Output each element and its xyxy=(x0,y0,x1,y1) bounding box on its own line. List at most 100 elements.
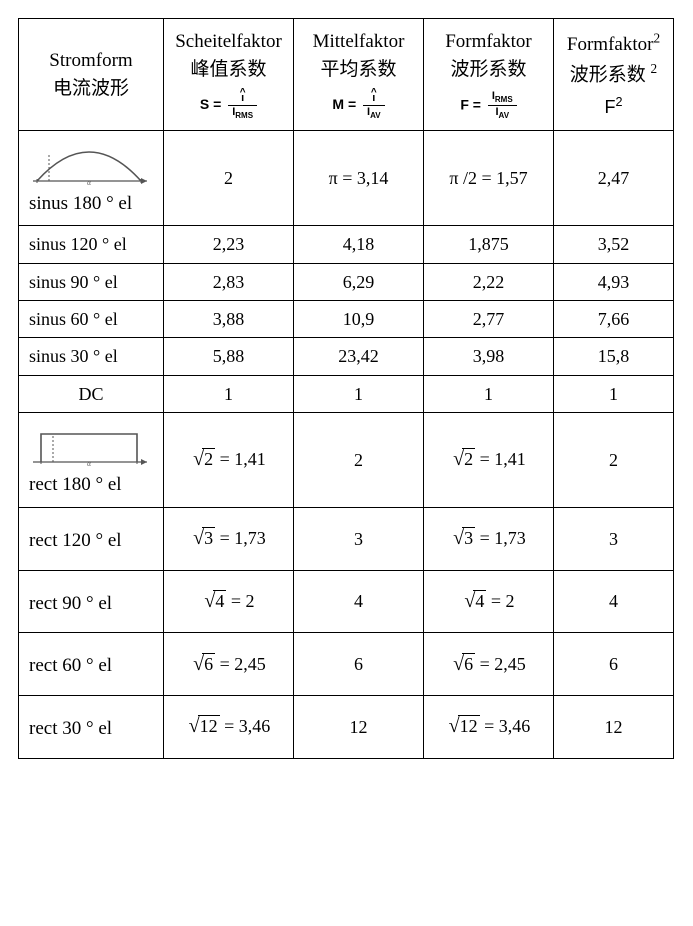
formula-lhs: M = xyxy=(332,96,356,112)
form-factor-sq-cell: 15,8 xyxy=(554,338,674,375)
svg-text:α: α xyxy=(87,179,91,187)
mean-factor-cell: 10,9 xyxy=(294,301,424,338)
mean-factor-cell: π = 3,14 xyxy=(294,131,424,226)
formula-m: M = ı IAV xyxy=(298,90,419,120)
waveform-cell: rect 30 ° el xyxy=(19,695,164,758)
form-factor-sq-cell: 6 xyxy=(554,633,674,696)
formula-den: IAV xyxy=(488,106,517,120)
mean-factor-cell: 4,18 xyxy=(294,226,424,263)
waveform-factors-table: Stromform 电流波形 Scheitelfaktor 峰值系数 S = ı… xyxy=(18,18,674,759)
header-cn: 波形系数 2 xyxy=(558,60,669,88)
form-factor-cell: 1,875 xyxy=(424,226,554,263)
formula-lhs: S = xyxy=(200,96,221,112)
table-row: rect 30 ° el12 = 3,461212 = 3,4612 xyxy=(19,695,674,758)
waveform-label: rect 60 ° el xyxy=(29,653,159,679)
header-scheitelfaktor: Scheitelfaktor 峰值系数 S = ı IRMS xyxy=(164,19,294,131)
form-factor-sq-cell: 2 xyxy=(554,412,674,507)
form-factor-sq-cell: 4 xyxy=(554,570,674,633)
sqrt-expr: 6 xyxy=(451,651,475,678)
form-factor-cell: 2 = 1,41 xyxy=(424,412,554,507)
waveform-cell: α rect 180 ° el xyxy=(19,412,164,507)
sqrt-expr: 6 xyxy=(191,651,215,678)
header-de: Mittelfaktor xyxy=(313,31,405,52)
formula-num: ı xyxy=(363,90,385,106)
form-factor-sq-cell: 4,93 xyxy=(554,263,674,300)
crest-factor-cell: 5,88 xyxy=(164,338,294,375)
formula-s: S = ı IRMS xyxy=(168,90,289,120)
formula-num: IRMS xyxy=(488,91,517,106)
table-row: α rect 180 ° el2 = 1,4122 = 1,412 xyxy=(19,412,674,507)
waveform-cell: sinus 60 ° el xyxy=(19,301,164,338)
header-de: Formfaktor xyxy=(445,31,532,52)
form-factor-cell: 2,22 xyxy=(424,263,554,300)
mean-factor-cell: 12 xyxy=(294,695,424,758)
header-stromform: Stromform 电流波形 xyxy=(19,19,164,131)
header-cn: 峰值系数 xyxy=(168,57,289,83)
waveform-cell: sinus 30 ° el xyxy=(19,338,164,375)
crest-factor-cell: 2,23 xyxy=(164,226,294,263)
header-de: Stromform xyxy=(49,50,132,71)
table-row: sinus 60 ° el3,8810,92,777,66 xyxy=(19,301,674,338)
form-factor-cell: 12 = 3,46 xyxy=(424,695,554,758)
sqrt-expr: 3 xyxy=(451,525,475,552)
waveform-label: rect 30 ° el xyxy=(29,716,159,742)
formula-lhs: F = xyxy=(460,96,481,112)
waveform-cell: rect 60 ° el xyxy=(19,633,164,696)
sine-wave-icon: α xyxy=(29,141,147,187)
table-row: DC1111 xyxy=(19,375,674,412)
header-row: Stromform 电流波形 Scheitelfaktor 峰值系数 S = ı… xyxy=(19,19,674,131)
waveform-label: sinus 180 ° el xyxy=(29,191,159,217)
mean-factor-cell: 3 xyxy=(294,507,424,570)
waveform-cell: sinus 90 ° el xyxy=(19,263,164,300)
form-factor-sq-cell: 2,47 xyxy=(554,131,674,226)
table-row: sinus 90 ° el2,836,292,224,93 xyxy=(19,263,674,300)
crest-factor-cell: 2 xyxy=(164,131,294,226)
table-row: sinus 120 ° el2,234,181,8753,52 xyxy=(19,226,674,263)
form-factor-cell: 3,98 xyxy=(424,338,554,375)
header-de: Formfaktor2 xyxy=(567,34,660,55)
crest-factor-cell: 4 = 2 xyxy=(164,570,294,633)
sqrt-expr: 2 xyxy=(451,446,475,473)
form-factor-sq-cell: 12 xyxy=(554,695,674,758)
form-factor-sq-cell: 3 xyxy=(554,507,674,570)
mean-factor-cell: 23,42 xyxy=(294,338,424,375)
header-cn: 波形系数 xyxy=(428,57,549,83)
formula-num: ı xyxy=(228,90,257,106)
header-formfaktor2: Formfaktor2 波形系数 2 F2 xyxy=(554,19,674,131)
waveform-cell: α sinus 180 ° el xyxy=(19,131,164,226)
formula-den: IAV xyxy=(363,106,385,120)
form-factor-sq-cell: 3,52 xyxy=(554,226,674,263)
form-factor-cell: 6 = 2,45 xyxy=(424,633,554,696)
mean-factor-cell: 6,29 xyxy=(294,263,424,300)
form-factor-sq-cell: 7,66 xyxy=(554,301,674,338)
header-formfaktor: Formfaktor 波形系数 F = IRMS IAV xyxy=(424,19,554,131)
sqrt-expr: 12 xyxy=(187,713,220,740)
form-factor-cell: π /2 = 1,57 xyxy=(424,131,554,226)
table-body: α sinus 180 ° el2π = 3,14π /2 = 1,572,47… xyxy=(19,131,674,758)
crest-factor-cell: 2 = 1,41 xyxy=(164,412,294,507)
waveform-label: rect 90 ° el xyxy=(29,591,159,617)
header-mittelfaktor: Mittelfaktor 平均系数 M = ı IAV xyxy=(294,19,424,131)
form-factor-cell: 2,77 xyxy=(424,301,554,338)
waveform-cell: rect 120 ° el xyxy=(19,507,164,570)
header-cn: 电流波形 xyxy=(23,76,159,102)
form-factor-cell: 3 = 1,73 xyxy=(424,507,554,570)
mean-factor-cell: 6 xyxy=(294,633,424,696)
rect-wave-icon: α xyxy=(29,422,147,468)
crest-factor-cell: 1 xyxy=(164,375,294,412)
mean-factor-cell: 2 xyxy=(294,412,424,507)
mean-factor-cell: 4 xyxy=(294,570,424,633)
svg-text:α: α xyxy=(87,460,91,468)
mean-factor-cell: 1 xyxy=(294,375,424,412)
table-row: rect 90 ° el4 = 244 = 24 xyxy=(19,570,674,633)
symbol-f2: F2 xyxy=(558,94,669,119)
sqrt-expr: 2 xyxy=(191,446,215,473)
waveform-cell: sinus 120 ° el xyxy=(19,226,164,263)
crest-factor-cell: 3,88 xyxy=(164,301,294,338)
waveform-label: rect 180 ° el xyxy=(29,472,159,498)
waveform-cell: rect 90 ° el xyxy=(19,570,164,633)
crest-factor-cell: 12 = 3,46 xyxy=(164,695,294,758)
table-row: rect 120 ° el3 = 1,7333 = 1,733 xyxy=(19,507,674,570)
crest-factor-cell: 2,83 xyxy=(164,263,294,300)
header-de: Scheitelfaktor xyxy=(175,31,282,52)
